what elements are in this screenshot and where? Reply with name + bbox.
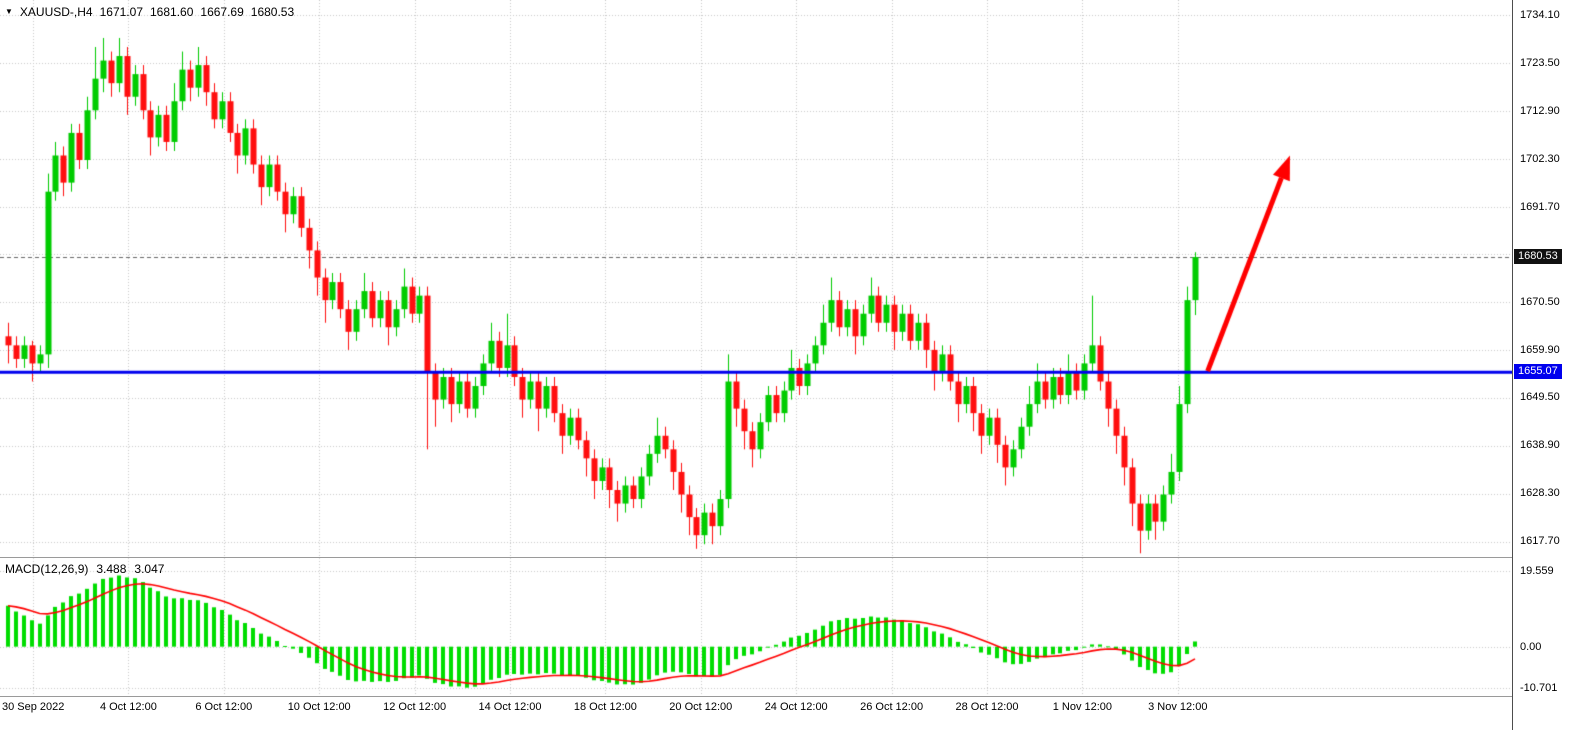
ohlc-open-value: 1671.07: [99, 5, 143, 19]
time-axis-label: 10 Oct 12:00: [287, 701, 351, 713]
ohlc-low-value: 1667.69: [200, 5, 244, 19]
macd-signal-value: 3.047: [134, 562, 165, 576]
pane-separator[interactable]: [0, 557, 1592, 558]
macd-main-value: 3.488: [96, 562, 127, 576]
time-axis-label: 24 Oct 12:00: [764, 701, 828, 713]
bid-price-badge: 1680.53: [1514, 249, 1562, 265]
time-axis-label: 1 Nov 12:00: [1052, 701, 1113, 713]
time-axis-label: 4 Oct 12:00: [99, 701, 157, 713]
price-chart-canvas[interactable]: [0, 0, 1512, 730]
price-axis-label: 1649.50: [1520, 391, 1560, 404]
price-axis-separator: [1512, 0, 1513, 730]
macd-axis-label: 0.00: [1520, 640, 1542, 653]
price-axis-label: 1712.90: [1520, 104, 1560, 117]
time-axis-label: 14 Oct 12:00: [478, 701, 542, 713]
macd-indicator-label: MACD(12,26,9) 3.488 3.047: [5, 562, 164, 576]
price-axis-label: 1702.30: [1520, 152, 1560, 165]
price-axis-label: 1691.70: [1520, 200, 1560, 213]
symbol-timeframe-label: XAUUSD-,H4: [19, 5, 93, 19]
price-axis-label: 1723.50: [1520, 56, 1560, 69]
time-axis-label: 12 Oct 12:00: [383, 701, 447, 713]
macd-name-label: MACD(12,26,9): [5, 562, 89, 576]
price-axis-label: 1734.10: [1520, 8, 1560, 21]
time-axis-label: 6 Oct 12:00: [195, 701, 253, 713]
macd-axis-label: 19.559: [1520, 564, 1554, 577]
time-axis-label: 26 Oct 12:00: [860, 701, 924, 713]
macd-axis-label: -10.701: [1520, 682, 1558, 695]
price-axis-label: 1617.70: [1520, 535, 1560, 548]
price-axis-label: 1628.30: [1520, 487, 1560, 500]
price-axis-label: 1659.90: [1520, 344, 1560, 357]
price-axis-label: 1638.90: [1520, 439, 1560, 452]
horizontal-line-price-badge: 1655.07: [1514, 364, 1562, 380]
price-axis[interactable]: 1734.10 1723.50 1712.90 1702.30 1691.70 1670.…: [1513, 0, 1592, 730]
ohlc-high-value: 1681.60: [150, 5, 194, 19]
time-axis-label: 30 Sep 2022: [2, 701, 65, 713]
symbol-collapse-icon[interactable]: ▼: [5, 7, 13, 16]
time-axis-label: 3 Nov 12:00: [1148, 701, 1208, 713]
time-axis-separator: [0, 696, 1592, 697]
ohlc-close-value: 1680.53: [250, 5, 295, 19]
time-axis[interactable]: 30 Sep 2022 4 Oct 12:00 6 Oct 12:00 10 Oct …: [0, 697, 1512, 730]
price-axis-label: 1670.50: [1520, 296, 1560, 309]
time-axis-label: 28 Oct 12:00: [955, 701, 1019, 713]
time-axis-label: 20 Oct 12:00: [669, 701, 733, 713]
time-axis-label: 18 Oct 12:00: [573, 701, 637, 713]
ohlc-header: ▼ XAUUSD-,H4 1671.07 1681.60 1667.69 168…: [5, 5, 294, 19]
